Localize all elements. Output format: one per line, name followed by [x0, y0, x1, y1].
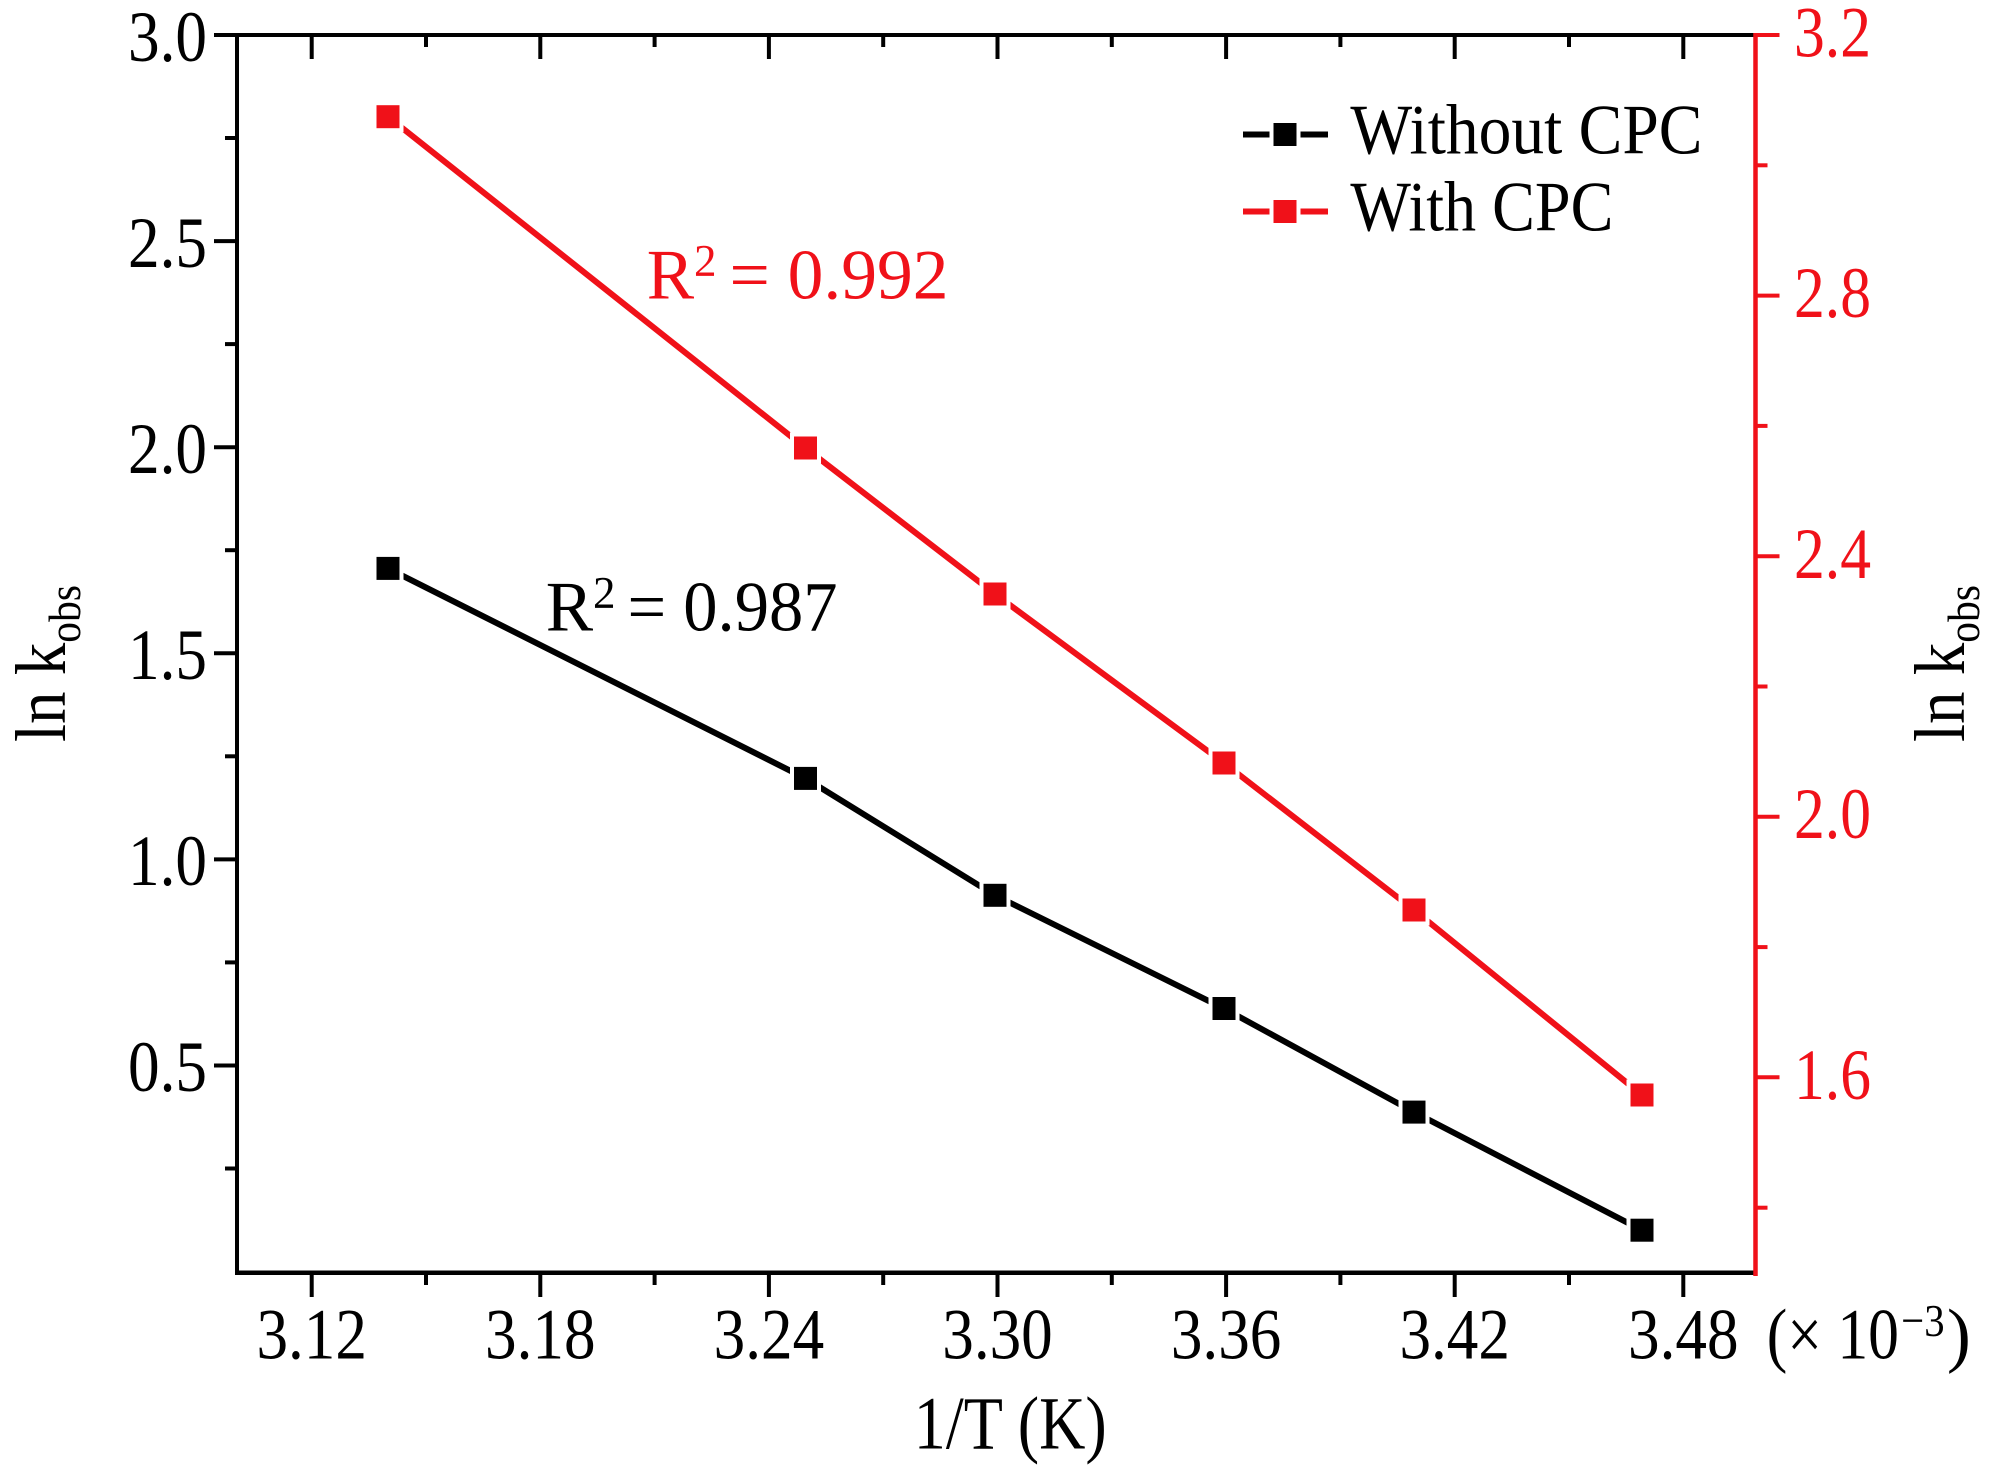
svg-text:= 0.992: = 0.992	[730, 237, 949, 315]
svg-text:2.0: 2.0	[1794, 774, 1871, 854]
svg-text:1.0: 1.0	[128, 821, 207, 901]
svg-text:2.8: 2.8	[1794, 253, 1871, 333]
svg-text:With CPC: With CPC	[1350, 168, 1613, 246]
svg-text:2.4: 2.4	[1794, 514, 1871, 594]
svg-text:3.42: 3.42	[1399, 1294, 1510, 1374]
svg-text:1.6: 1.6	[1794, 1035, 1871, 1115]
svg-text:3.2: 3.2	[1794, 0, 1871, 73]
svg-text:3.18: 3.18	[485, 1294, 596, 1374]
svg-text:1.5: 1.5	[128, 615, 207, 695]
svg-text:3.48: 3.48	[1628, 1294, 1739, 1374]
svg-text:1/T (K): 1/T (K)	[914, 1383, 1107, 1466]
svg-text:3.36: 3.36	[1171, 1294, 1282, 1374]
svg-text:): )	[1947, 1294, 1971, 1374]
svg-text:3.0: 3.0	[128, 0, 207, 77]
svg-text:3.24: 3.24	[714, 1294, 825, 1374]
svg-text:R: R	[647, 237, 695, 315]
svg-text:2.5: 2.5	[128, 203, 207, 283]
svg-text:(× 10: (× 10	[1767, 1294, 1899, 1374]
svg-text:= 0.987: = 0.987	[628, 569, 838, 647]
svg-text:3.12: 3.12	[256, 1294, 367, 1374]
svg-text:0.5: 0.5	[128, 1027, 207, 1107]
svg-text:2: 2	[593, 568, 616, 618]
svg-text:3.30: 3.30	[942, 1294, 1053, 1374]
svg-text:−3: −3	[1901, 1295, 1944, 1346]
svg-text:Without CPC: Without CPC	[1350, 92, 1702, 170]
svg-text:2: 2	[694, 236, 717, 286]
svg-text:2.0: 2.0	[128, 409, 207, 489]
svg-text:R: R	[546, 569, 594, 647]
